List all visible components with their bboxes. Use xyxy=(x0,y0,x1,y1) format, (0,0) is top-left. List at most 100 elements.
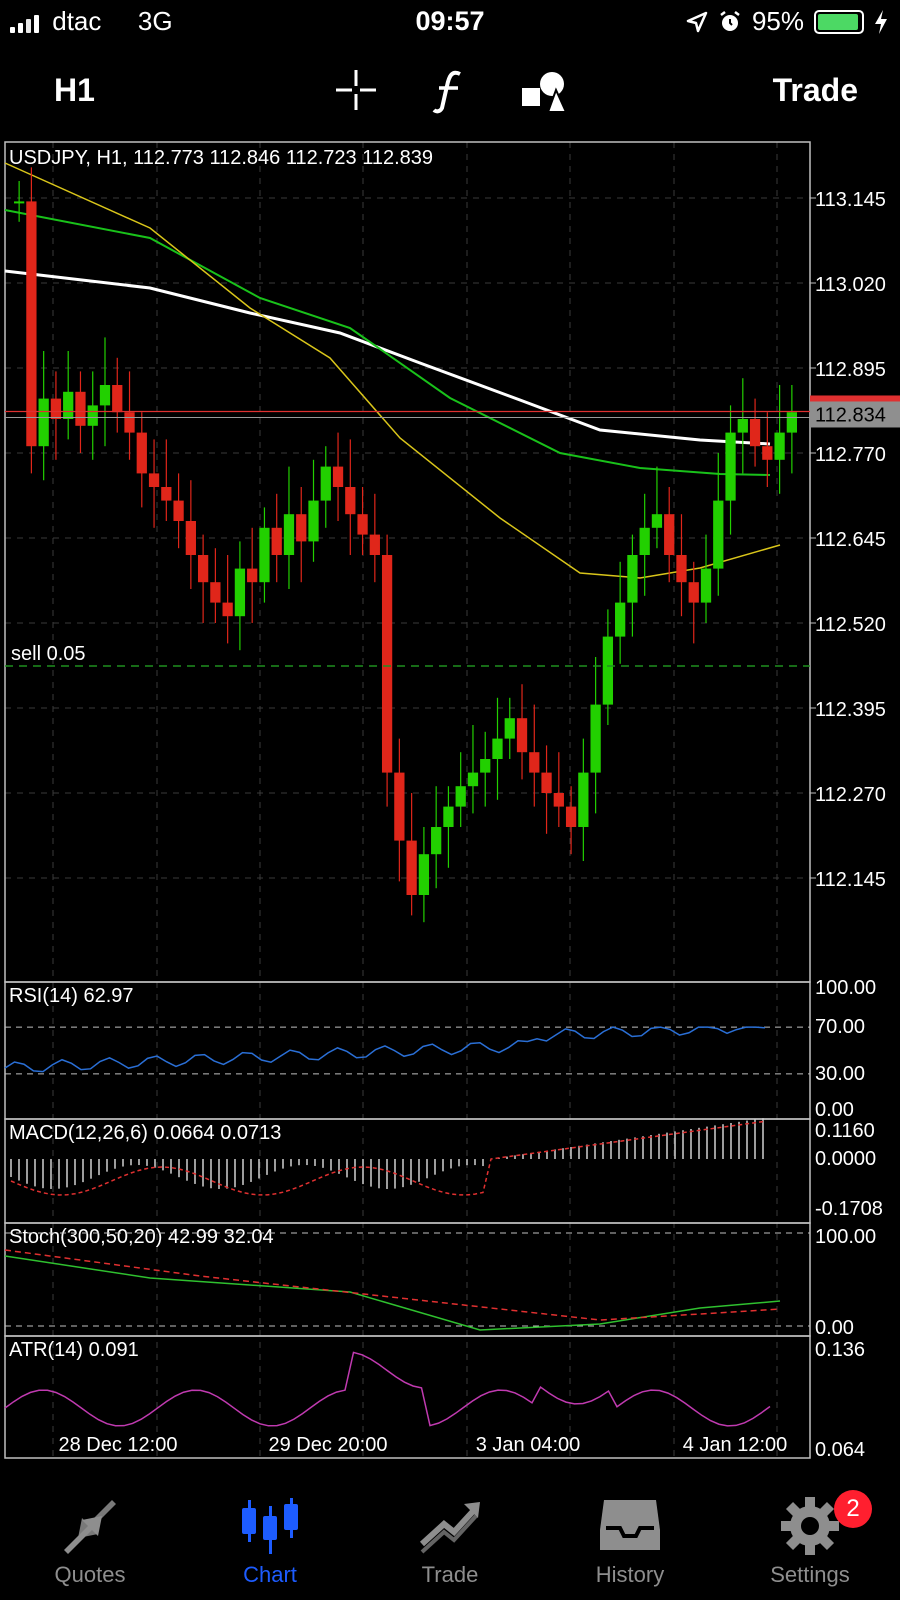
candle-body xyxy=(480,759,491,773)
charging-icon xyxy=(875,9,887,34)
price-tick-label: 112.770 xyxy=(815,444,886,466)
network-type: 3G xyxy=(137,6,173,36)
candle-body xyxy=(210,582,221,603)
candle-body xyxy=(283,514,295,555)
candle-body xyxy=(320,466,331,501)
price-chart[interactable]: sell 0.05 112.834 RSI(14) 62.97 100.00 70.0… xyxy=(0,138,900,1478)
candle-body xyxy=(418,854,430,895)
trade-icon xyxy=(419,1502,480,1554)
quotes-icon xyxy=(64,1500,116,1554)
time-tick-label: 28 Dec 12:00 xyxy=(59,1434,178,1456)
tab-trade[interactable]: Trade xyxy=(360,1490,540,1600)
candle-body xyxy=(578,772,589,827)
candle-body xyxy=(688,582,699,603)
chart-header: USDJPY, H1, 112.773 112.846 112.723 112.… xyxy=(9,147,433,169)
chart-area[interactable]: sell 0.05 112.834 RSI(14) 62.97 100.00 70.0… xyxy=(0,138,900,1478)
price-tick-label: 112.895 xyxy=(815,359,886,381)
tab-label: Trade xyxy=(421,1562,479,1587)
candle-body xyxy=(161,487,172,501)
time-tick-label: 3 Jan 04:00 xyxy=(476,1434,581,1456)
candle-body xyxy=(676,555,687,583)
candle-body xyxy=(381,555,393,773)
candle-body xyxy=(197,555,209,583)
tab-label: Chart xyxy=(243,1562,297,1587)
rsi-tick-label: 70.00 xyxy=(815,1016,865,1038)
candle-body xyxy=(431,827,442,855)
sell-order-label: sell 0.05 xyxy=(11,643,86,665)
history-icon xyxy=(600,1500,660,1550)
candle-body xyxy=(602,636,614,705)
candle-body xyxy=(725,432,736,501)
candle-body xyxy=(234,568,246,617)
ma-yellow-line xyxy=(4,162,781,579)
stoch-signal-line xyxy=(4,1249,781,1321)
candle-body xyxy=(222,602,233,617)
candle-body xyxy=(700,568,712,603)
candle-body xyxy=(590,704,601,773)
candle-body xyxy=(357,514,368,535)
tab-bar: Quotes Chart Trade History Settings 2 xyxy=(0,1490,900,1600)
candle-body xyxy=(639,527,650,555)
alarm-icon xyxy=(720,10,740,31)
candle-body xyxy=(308,500,319,542)
candle-body xyxy=(762,446,773,460)
candle-body xyxy=(406,840,417,895)
candle-body xyxy=(345,487,356,515)
candle-body xyxy=(774,432,785,460)
timeframe-button[interactable]: H1 xyxy=(54,72,95,108)
candle-body xyxy=(63,391,74,419)
candle-body xyxy=(112,385,123,413)
panel-frame xyxy=(4,1335,811,1459)
candle-body xyxy=(148,473,160,487)
candle-body xyxy=(737,419,748,433)
trade-button[interactable]: Trade xyxy=(772,72,858,108)
bid-price-tag xyxy=(810,395,900,402)
candlesticks xyxy=(14,167,797,923)
candle-body xyxy=(75,391,86,426)
price-tick-label: 113.145 xyxy=(815,189,886,211)
rsi-label: RSI(14) 62.97 xyxy=(9,985,134,1007)
stoch-label: Stoch(300,50,20) 42.99 32.04 xyxy=(9,1226,274,1248)
current-price-tag xyxy=(810,399,900,428)
macd-signal-line xyxy=(10,1120,764,1196)
candle-body xyxy=(749,419,761,447)
candle-body xyxy=(467,772,479,787)
chart-toolbar: H1 Trade xyxy=(0,52,900,132)
candle-body xyxy=(332,466,344,487)
tab-history[interactable]: History xyxy=(540,1490,720,1600)
candle-body xyxy=(516,718,528,753)
settings-icon xyxy=(781,1497,839,1555)
candle-body xyxy=(627,555,638,603)
tab-settings[interactable]: Settings 2 xyxy=(720,1490,900,1600)
battery-icon xyxy=(814,9,864,34)
moving-averages xyxy=(4,162,781,579)
candle-body xyxy=(173,500,184,521)
candle-body xyxy=(651,514,663,528)
candle-body xyxy=(394,772,405,841)
candle-body xyxy=(136,432,147,474)
candle-body xyxy=(504,718,515,739)
ma-white-line xyxy=(4,269,771,446)
candle-body xyxy=(26,201,37,447)
function-icon[interactable] xyxy=(430,68,470,114)
current-price-label: 112.834 xyxy=(815,404,886,426)
status-right: 95% xyxy=(686,6,888,37)
candle-body xyxy=(87,405,98,426)
candle-body xyxy=(271,527,282,555)
tab-quotes[interactable]: Quotes xyxy=(0,1490,180,1600)
atr-label: ATR(14) 0.091 xyxy=(9,1339,139,1361)
tab-label: Quotes xyxy=(54,1562,126,1587)
atr-tick-label: 0.136 xyxy=(815,1339,865,1361)
shapes-icon[interactable] xyxy=(520,68,568,114)
candle-body xyxy=(455,786,466,807)
crosshair-icon[interactable] xyxy=(334,68,378,112)
candle-body xyxy=(38,398,49,447)
time-tick-label: 29 Dec 20:00 xyxy=(269,1434,388,1456)
rsi-line xyxy=(4,1026,766,1073)
stoch-main-line xyxy=(4,1255,781,1331)
candle-body xyxy=(615,602,626,637)
tab-chart[interactable]: Chart xyxy=(180,1490,360,1600)
notification-badge: 2 xyxy=(834,1490,872,1528)
price-tick-label: 112.145 xyxy=(815,869,886,891)
price-tick-label: 112.270 xyxy=(815,784,886,806)
